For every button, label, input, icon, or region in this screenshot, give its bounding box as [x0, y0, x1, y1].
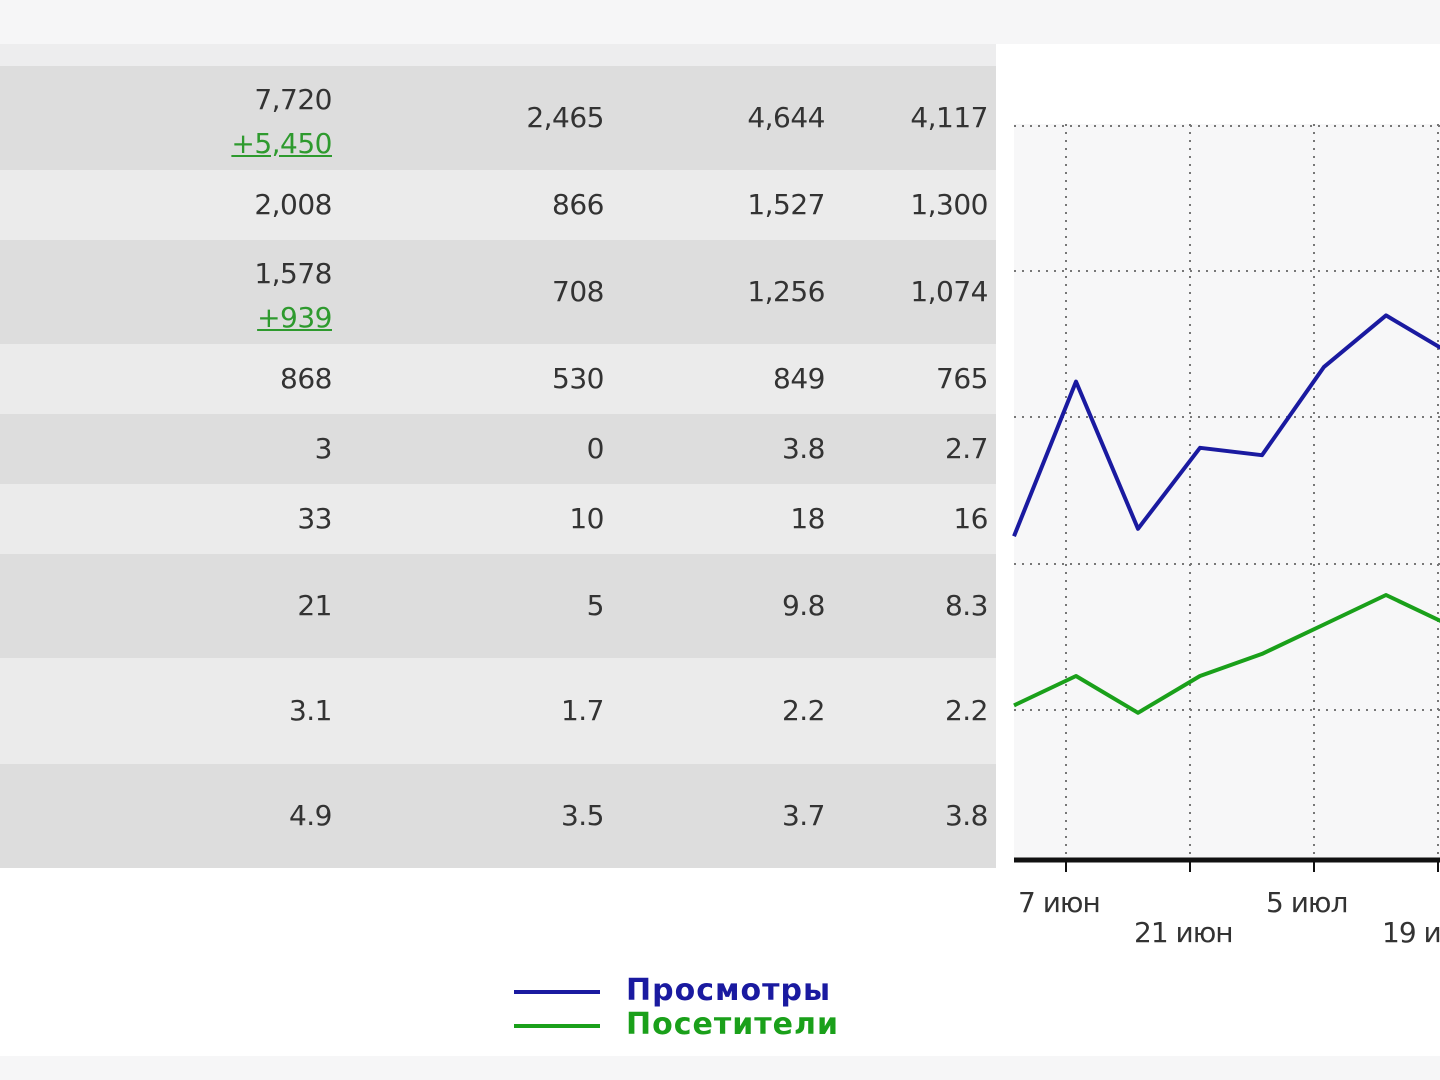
table-row: 868 530 849 765 [0, 344, 996, 414]
stats-table: 7,720 +5,450 2,465 4,644 4,117 2,008 866 1,527 1… [0, 44, 996, 868]
legend-swatch-views [514, 990, 600, 994]
table-cell-c1: 2,008 [254, 188, 332, 221]
table-cell-c1: 21 [297, 589, 332, 622]
table-row: 4.9 3.5 3.7 3.8 [0, 764, 996, 868]
delta-link[interactable]: +939 [257, 301, 332, 334]
table-cell-c2: 2,465 [526, 101, 604, 134]
table-cell-c2: 1.7 [560, 694, 605, 727]
x-tick-label: 5 июл [1266, 886, 1347, 919]
table-row: 21 5 9.8 8.3 [0, 554, 996, 658]
table-cell-c4: 765 [936, 362, 988, 395]
x-tick-label: 7 июн [1018, 886, 1100, 919]
table-cell-c4: 2.7 [944, 432, 989, 465]
table-cell-c1: 4.9 [288, 799, 333, 832]
table-cell-c2: 3.5 [560, 799, 605, 832]
table-cell-c3: 1,256 [747, 275, 825, 308]
legend-label-visitors: Посетители [626, 1007, 839, 1042]
table-cell-c3: 3.8 [781, 432, 826, 465]
table-cell-c3: 2.2 [781, 694, 826, 727]
table-header-strip [0, 44, 996, 90]
table-cell-c4: 3.8 [944, 799, 989, 832]
table-row: 2,008 866 1,527 1,300 [0, 170, 996, 240]
chart-legend: Просмотры Посетители [514, 970, 874, 1050]
table-cell-c2: 530 [552, 362, 604, 395]
chart-area: 7 июн 21 июн 5 июл 19 и [996, 44, 1440, 1056]
table-cell-c2: 10 [569, 502, 604, 535]
table-cell-c4: 1,074 [910, 275, 988, 308]
table-cell-c2: 0 [586, 432, 605, 465]
table-cell-c1: 33 [297, 502, 332, 535]
table-cell-c1: 3 [314, 432, 333, 465]
plot-background [1014, 124, 1440, 860]
table-cell-c1: 868 [280, 362, 332, 395]
table-cell-c2: 5 [586, 589, 605, 622]
legend-swatch-visitors [514, 1024, 600, 1028]
table-cell-c4: 1,300 [910, 188, 988, 221]
table-cell-c2: 866 [552, 188, 604, 221]
table-row: 3.1 1.7 2.2 2.2 [0, 658, 996, 764]
table-row: 33 10 18 16 [0, 484, 996, 554]
x-tick-label: 19 и [1382, 916, 1440, 949]
table-cell-c4: 4,117 [910, 101, 988, 134]
table-cell-c3: 9.8 [781, 589, 826, 622]
table-cell-c1: 7,720 +5,450 [231, 78, 332, 166]
x-tick-label: 21 июн [1134, 916, 1233, 949]
legend-label-views: Просмотры [626, 973, 832, 1008]
cell-value: 1,578 [254, 257, 332, 290]
table-row: 1,578 +939 708 1,256 1,074 [0, 240, 996, 344]
table-cell-c1: 3.1 [288, 694, 333, 727]
table-cell-c1: 1,578 +939 [254, 252, 332, 340]
table-cell-c3: 849 [773, 362, 825, 395]
table-row: 3 0 3.8 2.7 [0, 414, 996, 484]
table-cell-c3: 1,527 [747, 188, 825, 221]
table-cell-c3: 4,644 [747, 101, 825, 134]
series-line-views [1012, 313, 1440, 537]
table-cell-c3: 3.7 [781, 799, 826, 832]
cell-value: 7,720 [254, 83, 332, 116]
traffic-chart: 7 июн 21 июн 5 июл 19 и [1012, 124, 1440, 949]
table-row: 7,720 +5,450 2,465 4,644 4,117 [0, 66, 996, 170]
series-line-visitors [1013, 593, 1440, 715]
table-cell-c4: 8.3 [944, 589, 989, 622]
delta-link[interactable]: +5,450 [231, 127, 332, 160]
table-cell-c2: 708 [552, 275, 604, 308]
table-cell-c4: 2.2 [944, 694, 989, 727]
table-cell-c4: 16 [953, 502, 988, 535]
table-cell-c3: 18 [790, 502, 825, 535]
